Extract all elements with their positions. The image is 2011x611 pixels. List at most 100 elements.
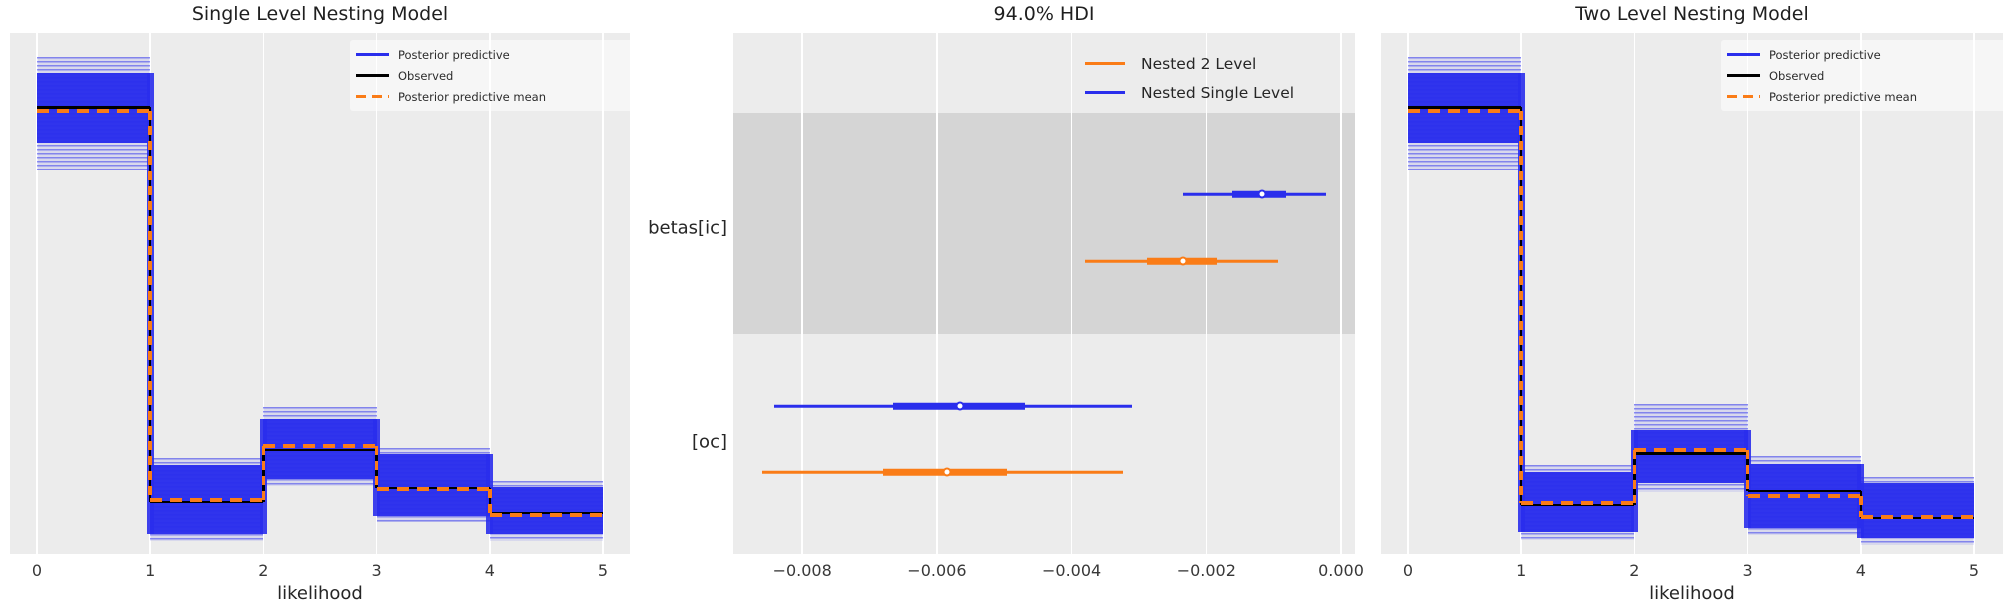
posterior-predictive-band-dense [1860,483,1974,538]
x-tick-label: 5 [597,561,609,580]
nested-single-level-line-swatch [1085,91,1125,94]
mean-step-riser [488,488,492,515]
observed-step-segment [150,500,264,504]
x-gridline [1407,33,1409,554]
plot-area-two-level [1381,33,2003,554]
x-tick-label: 2 [258,561,269,580]
legend-label: Posterior predictive mean [398,89,547,104]
mean-step-riser [261,446,266,501]
x-tick-label: 4 [1855,561,1866,580]
observed-step-segment [263,448,377,452]
x-tick-label: 0.000 [1318,561,1364,580]
x-gridline [1205,33,1208,554]
x-axis-label: likelihood [277,583,363,604]
legend-label: Posterior predictive [398,47,510,62]
x-gridline [262,33,265,554]
forest-median-dot [942,467,952,477]
legend-item: Observed [1727,65,2009,86]
row-label-betas-ic: betas[ic] [648,217,727,239]
posterior-predictive-band-dense [376,454,490,516]
mean-step-segment [376,487,490,491]
x-tick-label: 5 [1968,561,1980,580]
observed-step-segment [37,106,151,109]
x-gridline [489,33,491,554]
legend: Nested 2 Level Nested Single Level [1085,49,1294,107]
mean-step-segment [263,444,377,448]
nested-2-level-line-swatch [1085,62,1125,65]
x-gridline [36,33,38,554]
mean-step-segment [1408,109,1522,113]
observed-line-swatch [1727,74,1760,77]
mean-step-riser [1632,449,1637,503]
x-axis-label: likelihood [1649,583,1735,604]
x-gridline [801,33,803,554]
panel-single-level-model: Single Level Nesting Model likelihood Po… [10,3,638,604]
x-tick-label: −0.008 [772,561,832,580]
mean-step-segment [1747,494,1861,498]
posterior-predictive-mean-dash-swatch [356,94,389,99]
row-label-oc: [oc] [692,431,727,453]
x-tick-label: 3 [1742,561,1753,580]
mean-step-riser [148,110,152,501]
legend-item: Posterior predictive [356,44,638,65]
x-tick-label: 4 [484,561,495,580]
mean-step-riser [1859,495,1863,518]
observed-step-segment [1408,106,1522,109]
x-gridline [1746,33,1749,554]
x-tick-label: 0 [31,561,43,580]
legend: Posterior predictive Observed Posterior … [350,40,638,111]
posterior-predictive-line-swatch [1727,53,1760,56]
mean-step-segment [1521,501,1635,505]
forest-median-dot [955,401,965,411]
posterior-predictive-mean-dash-swatch [1727,94,1760,99]
panel-title: Single Level Nesting Model [191,3,449,25]
x-tick-label: −0.006 [907,561,967,580]
plot-area-forest [733,33,1355,554]
x-tick-label: 3 [371,561,382,580]
legend: Posterior predictive Observed Posterior … [1721,40,2009,111]
posterior-predictive-band-dense [1634,429,1748,484]
legend-label: Nested 2 Level [1141,54,1257,73]
legend-item: Posterior predictive [1727,44,2009,65]
legend-label: Observed [398,68,454,83]
legend-label: Posterior predictive [1769,47,1881,62]
legend-label: Nested Single Level [1141,83,1295,102]
forest-median-dot [1178,256,1188,266]
mean-step-segment [1860,515,1974,519]
x-gridline [1973,33,1975,554]
legend-item: Nested 2 Level [1085,49,1294,78]
panel-title: 94.0% HDI [993,3,1095,25]
x-gridline [1070,33,1073,554]
posterior-predictive-line-swatch [356,53,389,56]
x-gridline [375,33,378,554]
row-shading-band [733,113,1355,334]
plot-area-single-level [10,33,630,554]
x-gridline [1860,33,1862,554]
x-tick-label: −0.002 [1176,561,1236,580]
mean-step-riser [374,446,379,489]
mean-step-segment [1634,448,1748,452]
x-tick-label: 2 [1629,561,1640,580]
x-gridline [936,33,938,554]
x-tick-label: 0 [1402,561,1414,580]
forest-median-dot [1257,189,1267,199]
panel-forest-hdi: 94.0% HDI Nested 2 Level Nested Single L… [648,3,1364,580]
observed-step-segment [489,511,603,515]
observed-step-segment [1521,503,1635,507]
mean-step-segment [489,513,603,517]
x-tick-label: 1 [145,561,156,580]
legend-item: Observed [356,65,638,86]
mean-step-riser [1745,449,1750,496]
legend-label: Observed [1769,68,1825,83]
observed-step-segment [1634,452,1748,455]
observed-line-swatch [356,74,389,77]
x-gridline [1340,33,1342,554]
observed-step-segment [1747,489,1861,493]
x-tick-label: −0.004 [1041,561,1102,580]
mean-step-riser [1519,110,1523,503]
legend-item: Nested Single Level [1085,78,1294,107]
panel-title: Two Level Nesting Model [1575,3,1809,25]
mean-step-segment [37,109,151,113]
x-gridline [602,33,604,554]
